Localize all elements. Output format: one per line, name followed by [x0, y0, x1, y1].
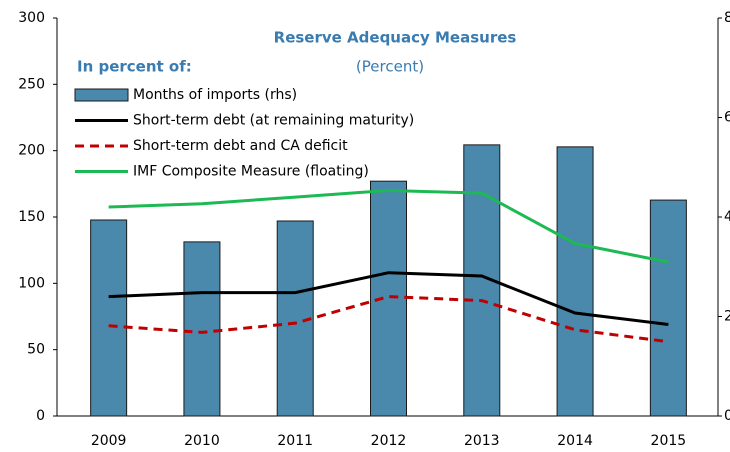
bar [370, 180, 407, 417]
bar [183, 241, 221, 417]
line-series [108, 188, 669, 264]
x-tick-label: 2010 [184, 433, 220, 449]
y-tick-label: 200 [18, 143, 45, 159]
x-tick-label: 2015 [651, 433, 687, 449]
x-tick-label: 2013 [464, 433, 500, 449]
y-tick-label: 100 [18, 275, 45, 291]
y2-tick-label: 8 [724, 10, 730, 26]
y2-tick-label: 2 [724, 309, 730, 325]
y2-tick-label: 4 [724, 209, 730, 225]
y2-tick-label: 0 [724, 408, 730, 424]
chart-subtitle: (Percent) [356, 58, 424, 76]
y-tick-label: 250 [18, 76, 45, 92]
legend-title: In percent of: [77, 58, 192, 76]
y-tick-label: 150 [18, 209, 45, 225]
legend-label: Months of imports (rhs) [133, 87, 297, 103]
line-series [108, 295, 669, 344]
bar [90, 219, 128, 417]
line-series [108, 271, 669, 326]
x-tick-label: 2014 [557, 433, 593, 449]
legend-label: Short-term debt and CA deficit [133, 138, 348, 154]
x-tick-label: 2009 [91, 433, 127, 449]
x-tick-label: 2011 [277, 433, 313, 449]
legend-label: Short-term debt (at remaining maturity) [133, 113, 414, 129]
y-tick-label: 50 [27, 342, 45, 358]
legend-swatch [74, 88, 129, 102]
y-tick-label: 300 [18, 10, 45, 26]
legend-label: IMF Composite Measure (floating) [133, 164, 369, 180]
chart-title: Reserve Adequacy Measures [274, 29, 517, 47]
y-tick-label: 0 [36, 408, 45, 424]
bar [556, 146, 594, 417]
bar [649, 199, 687, 417]
y2-tick-label: 6 [724, 110, 730, 126]
x-tick-label: 2012 [371, 433, 407, 449]
